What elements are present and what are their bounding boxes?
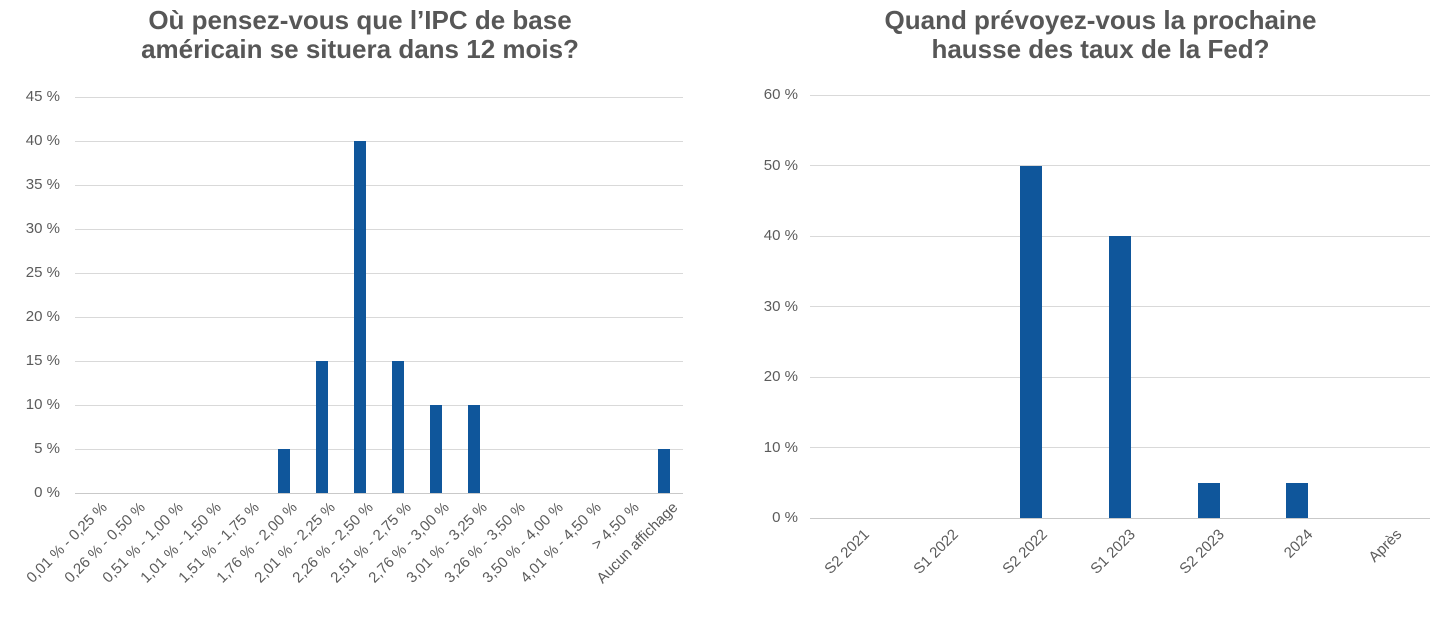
- y-axis-label: 25 %: [25, 264, 60, 281]
- y-axis-label: 50 %: [763, 156, 798, 174]
- gridline: [75, 272, 683, 274]
- chart-fed-rate-hike: Quand prévoyez-vous la prochaine hausse …: [720, 0, 1443, 618]
- x-axis-label: S1 2022: [910, 526, 962, 578]
- plot-area: S2 2021 S1 2022 S2 2022 S1 2023 S2 2023 2024 A…: [810, 94, 1430, 578]
- x-axis-label: Après: [1364, 526, 1405, 566]
- gridline: [75, 184, 683, 186]
- bar: [1286, 482, 1309, 518]
- gridline: [75, 360, 683, 362]
- plot-area: 0,01 % - 0,25 % 0,26 % - 0,50 % 0,51 % - 1…: [24, 96, 683, 587]
- chart-title-line-1: Quand prévoyez-vous la prochaine: [884, 5, 1317, 35]
- chart-title-line-2: hausse des taux de la Fed?: [931, 34, 1270, 64]
- x-axis-label: S1 2023: [1087, 526, 1140, 578]
- bar: [1020, 165, 1043, 518]
- bar: [354, 141, 366, 493]
- chart-cpi-expectations: Où pensez-vous que l’IPC de base américa…: [0, 0, 720, 618]
- y-axis-label: 20 %: [25, 308, 60, 325]
- gridline: [810, 94, 1430, 96]
- y-axis-label: 30 %: [25, 220, 60, 237]
- chart-title: Quand prévoyez-vous la prochaine hausse …: [758, 6, 1443, 64]
- y-axis-label: 5 %: [34, 440, 60, 457]
- gridline: [75, 140, 683, 142]
- bar: [316, 361, 328, 493]
- y-axis-label: 60 %: [763, 86, 798, 103]
- y-axis-label: 0 %: [34, 484, 60, 501]
- bar: [468, 405, 480, 493]
- gridline: [810, 165, 1430, 166]
- bar: [1109, 236, 1131, 518]
- x-axis-label: S2 2023: [1176, 526, 1228, 578]
- gridline: [75, 448, 683, 450]
- y-axis-label: 0 %: [772, 509, 798, 526]
- y-axis-label: 10 %: [25, 396, 60, 413]
- y-axis-label: 40 %: [25, 132, 60, 149]
- bar: [1197, 482, 1220, 518]
- y-axis-label: 30 %: [763, 297, 798, 315]
- y-axis-label: 10 %: [763, 438, 798, 456]
- y-axis-label: 20 %: [763, 368, 798, 385]
- y-axis-label: 40 %: [763, 227, 798, 244]
- chart-title: Où pensez-vous que l’IPC de base américa…: [0, 6, 720, 64]
- bar: [658, 449, 670, 493]
- y-axis-label: 45 %: [25, 88, 60, 105]
- chart-title-line-1: Où pensez-vous que l’IPC de base: [148, 5, 572, 35]
- gridline: [75, 316, 683, 318]
- gridline: [75, 228, 683, 230]
- y-axis-label: 15 %: [25, 352, 60, 369]
- x-axis-label: S2 2022: [998, 526, 1051, 578]
- chart-title-line-2: américain se situera dans 12 mois?: [141, 34, 579, 64]
- gridline: [75, 96, 683, 98]
- bar: [430, 405, 442, 493]
- x-axis-label: S2 2021: [821, 526, 874, 578]
- y-axis-label: 35 %: [25, 176, 60, 193]
- gridline: [75, 404, 683, 406]
- x-axis-label: 2024: [1280, 526, 1317, 562]
- gridline: [75, 492, 683, 494]
- bar: [392, 361, 404, 493]
- bar: [278, 449, 290, 493]
